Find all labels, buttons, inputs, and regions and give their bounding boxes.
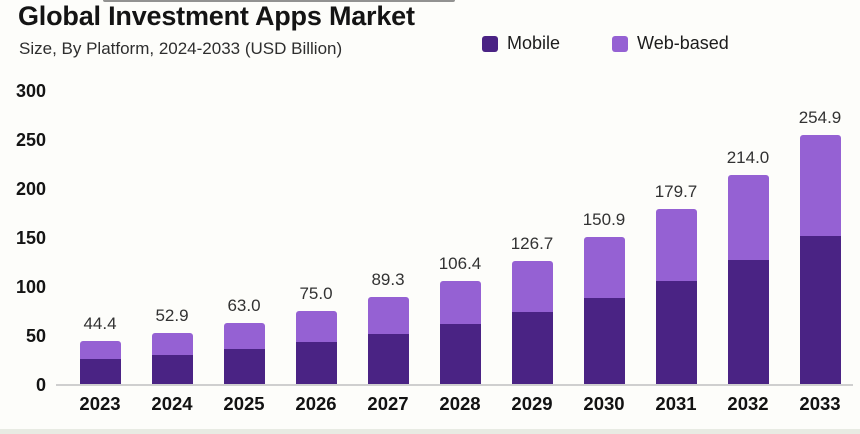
bar-group: 106.4 xyxy=(424,254,496,385)
x-axis-category-label: 2029 xyxy=(511,393,553,414)
stacked-bar xyxy=(655,208,697,385)
bar-total-label: 44.4 xyxy=(83,314,117,334)
bar-total-label: 254.9 xyxy=(798,107,842,127)
web-based-bar-segment xyxy=(727,174,769,261)
mobile-bar-segment xyxy=(727,260,769,385)
bar-total-label: 179.7 xyxy=(654,181,698,201)
chart-area: 0 50 100 150 200 250 300 44.4 52.9 63.0 75.0 89.3 1… xyxy=(0,80,860,428)
mobile-bar-segment xyxy=(511,312,553,385)
mobile-bar-segment xyxy=(439,324,481,385)
web-based-bar-segment xyxy=(295,311,337,343)
bar-group: 52.9 xyxy=(136,306,208,385)
legend-label-mobile: Mobile xyxy=(507,33,561,53)
crop-artifact-bottom-edge xyxy=(0,429,860,434)
stacked-bar xyxy=(151,333,193,385)
web-based-bar-segment xyxy=(151,333,193,355)
bar-group: 126.7 xyxy=(496,234,568,385)
legend-item-mobile: Mobile xyxy=(482,33,560,54)
y-axis-tick-label: 150 xyxy=(15,227,46,248)
crop-artifact-top-edge xyxy=(103,0,455,2)
x-axis-labels: 2023 2024 2025 2026 2027 2028 2029 2030 2031 2032… xyxy=(64,393,856,415)
legend-item-web-based: Web-based xyxy=(612,33,729,54)
y-axis-tick-label: 300 xyxy=(15,80,46,101)
x-axis-category-label: 2026 xyxy=(295,393,337,414)
y-axis-tick-label: 250 xyxy=(15,129,46,150)
web-based-bar-segment xyxy=(583,236,625,299)
bar-total-label: 89.3 xyxy=(371,270,405,290)
y-axis: 0 50 100 150 200 250 300 xyxy=(0,80,46,420)
x-axis-category-label: 2027 xyxy=(367,393,409,414)
x-axis-category-label: 2033 xyxy=(799,393,841,414)
stacked-bar xyxy=(727,174,769,385)
web-based-bar-segment xyxy=(511,260,553,313)
chart-subtitle: Size, By Platform, 2024-2033 (USD Billio… xyxy=(19,39,343,58)
web-based-bar-segment xyxy=(439,280,481,325)
bar-total-label: 52.9 xyxy=(155,306,189,326)
stacked-bar xyxy=(295,311,337,385)
stacked-bar xyxy=(799,134,841,385)
bar-group: 44.4 xyxy=(64,314,136,385)
stacked-bar xyxy=(79,341,121,385)
x-axis-category-label: 2028 xyxy=(439,393,481,414)
mobile-bar-segment xyxy=(655,280,697,385)
mobile-bar-segment xyxy=(583,298,625,385)
bar-group: 75.0 xyxy=(280,284,352,385)
y-axis-tick-label: 50 xyxy=(25,325,46,346)
web-based-bar-segment xyxy=(223,323,265,349)
x-axis-category-label: 2024 xyxy=(151,393,193,414)
y-axis-tick-label: 0 xyxy=(35,375,46,395)
stacked-bar xyxy=(367,297,409,385)
stacked-bar xyxy=(583,236,625,385)
stacked-bar xyxy=(439,280,481,385)
web-based-bar-segment xyxy=(799,134,841,236)
bar-total-label: 63.0 xyxy=(227,296,261,316)
web-based-bar-segment xyxy=(79,341,121,360)
bar-total-label: 150.9 xyxy=(582,209,626,229)
mobile-bar-segment xyxy=(223,348,265,385)
bar-group: 63.0 xyxy=(208,296,280,385)
bar-group: 150.9 xyxy=(568,210,640,385)
web-based-bar-segment xyxy=(367,297,409,334)
mobile-bar-segment xyxy=(79,359,121,385)
mobile-legend-swatch-icon xyxy=(482,35,498,52)
y-axis-tick-label: 200 xyxy=(15,178,46,199)
mobile-bar-segment xyxy=(799,235,841,385)
legend: Mobile Web-based xyxy=(482,33,729,54)
bar-group: 179.7 xyxy=(640,182,712,385)
y-axis-tick-label: 100 xyxy=(15,276,46,297)
x-axis-category-label: 2031 xyxy=(655,393,697,414)
bar-total-label: 75.0 xyxy=(299,284,333,304)
chart-title: Global Investment Apps Market xyxy=(18,1,415,31)
x-axis-category-label: 2025 xyxy=(223,393,265,414)
x-axis-line xyxy=(56,384,853,386)
stacked-bar xyxy=(511,260,553,385)
x-axis-category-label: 2023 xyxy=(79,393,121,414)
legend-label-web-based: Web-based xyxy=(637,33,729,53)
x-axis-category-label: 2030 xyxy=(583,393,625,414)
web-based-bar-segment xyxy=(655,208,697,281)
mobile-bar-segment xyxy=(151,354,193,385)
bar-group: 254.9 xyxy=(784,108,856,385)
bar-group: 214.0 xyxy=(712,148,784,385)
stacked-bar xyxy=(223,323,265,385)
bar-group: 89.3 xyxy=(352,270,424,385)
mobile-bar-segment xyxy=(367,333,409,385)
plot-area: 44.4 52.9 63.0 75.0 89.3 106.4 126.7 150.9 179.7… xyxy=(64,80,856,385)
bar-total-label: 126.7 xyxy=(510,233,554,253)
x-axis-category-label: 2032 xyxy=(727,393,769,414)
web-based-legend-swatch-icon xyxy=(612,35,629,52)
mobile-bar-segment xyxy=(295,342,337,385)
bar-total-label: 106.4 xyxy=(438,253,482,273)
bar-total-label: 214.0 xyxy=(726,147,770,167)
